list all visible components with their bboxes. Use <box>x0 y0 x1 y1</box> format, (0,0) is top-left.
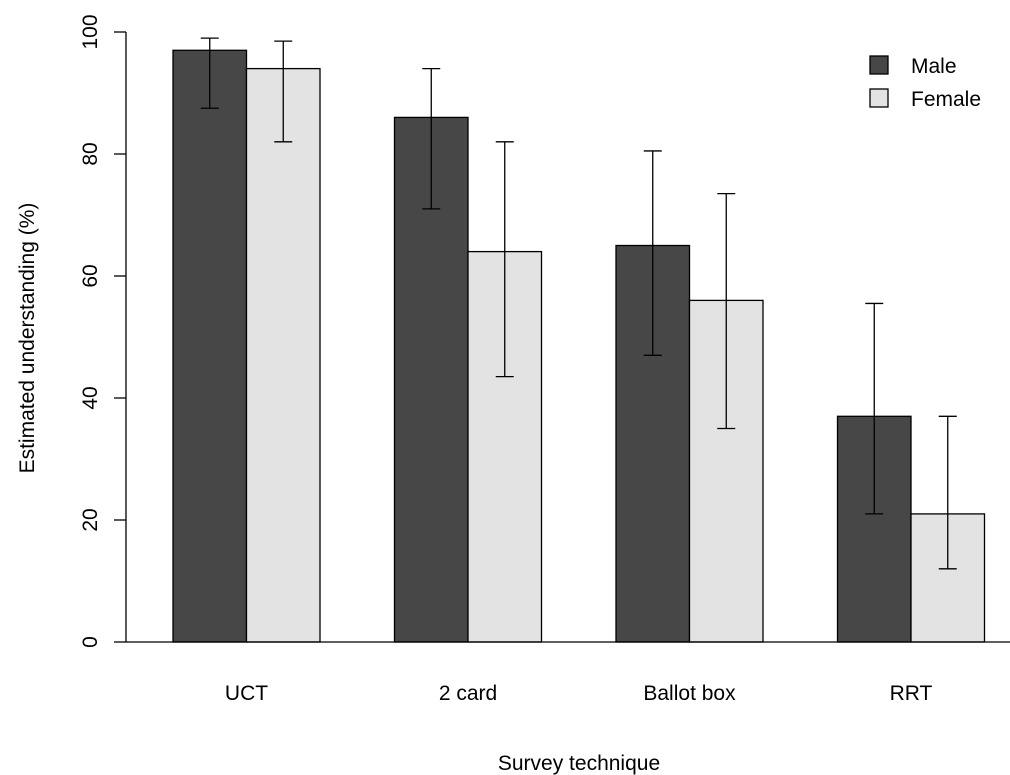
legend: Male Female <box>869 55 981 111</box>
error-bar-male-1 <box>422 67 441 210</box>
y-tick-label-60: 60 <box>79 264 102 287</box>
x-tick-label-0: UCT <box>225 682 268 705</box>
y-axis-ticks: 0 20 40 60 80 100 <box>79 14 126 648</box>
error-bar-male-2 <box>643 150 662 356</box>
y-tick-label-40: 40 <box>79 386 102 409</box>
error-bar-female-0 <box>274 40 293 143</box>
y-tick-label-80: 80 <box>79 142 102 165</box>
y-tick-label-20: 20 <box>79 508 102 531</box>
legend-swatch-female <box>869 88 889 108</box>
legend-label-male: Male <box>911 55 957 78</box>
x-axis-tick-labels: UCT 2 card Ballot box RRT <box>225 682 933 705</box>
x-tick-label-1: 2 card <box>439 682 497 705</box>
x-tick-label-2: Ballot box <box>643 682 736 705</box>
bar-female-0 <box>245 67 321 643</box>
bars-layer <box>172 49 986 643</box>
x-axis-title: Survey technique <box>498 752 660 775</box>
legend-label-female: Female <box>911 88 981 111</box>
error-bar-female-1 <box>495 141 514 378</box>
error-bar-female-3 <box>938 415 957 570</box>
legend-swatch-male <box>869 55 889 75</box>
error-bar-male-3 <box>865 302 884 515</box>
y-axis-title: Estimated understanding (%) <box>16 203 39 474</box>
x-tick-label-3: RRT <box>890 682 933 705</box>
error-bar-male-0 <box>200 37 219 109</box>
error-bars-layer <box>200 37 957 570</box>
y-tick-label-0: 0 <box>79 636 102 648</box>
bar-male-0 <box>172 49 248 643</box>
y-tick-label-100: 100 <box>79 14 102 49</box>
error-bar-female-2 <box>717 192 736 430</box>
